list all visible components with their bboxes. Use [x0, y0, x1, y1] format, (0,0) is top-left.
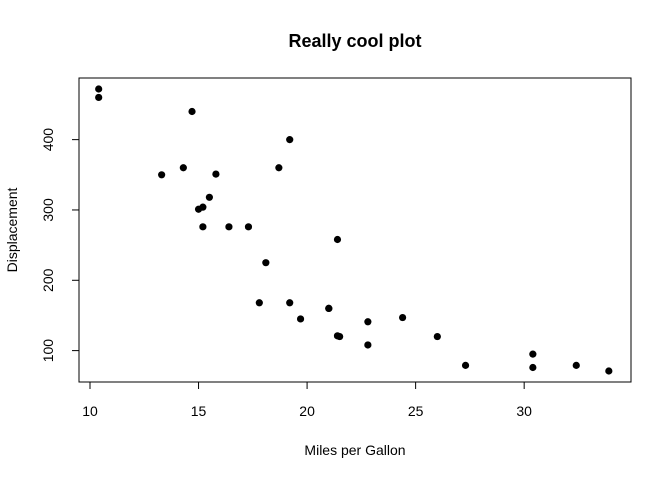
- data-point: [325, 304, 333, 313]
- data-point: [255, 299, 263, 307]
- data-point: [461, 361, 470, 369]
- data-point: [572, 361, 580, 369]
- data-point: [212, 170, 220, 178]
- data-point: [179, 164, 187, 172]
- data-point: [244, 223, 253, 231]
- data-point: [188, 107, 196, 116]
- plot-frame: [78, 77, 632, 383]
- data-point: [333, 235, 342, 244]
- chart-title: Really cool plot: [288, 31, 421, 51]
- y-tick-label: 100: [40, 339, 56, 363]
- data-point: [529, 363, 537, 372]
- x-tick-label: 25: [408, 403, 424, 419]
- data-point: [296, 315, 305, 323]
- x-axis: 10 15 20 25 30: [82, 381, 532, 419]
- data-point: [336, 332, 344, 341]
- data-point: [433, 332, 441, 341]
- data-point: [286, 299, 294, 307]
- x-tick-label: 20: [299, 403, 315, 419]
- x-tick-label: 30: [516, 403, 532, 419]
- data-point: [262, 259, 270, 267]
- x-tick-label: 15: [191, 403, 207, 419]
- data-point: [364, 341, 372, 349]
- y-tick-label: 400: [40, 128, 56, 152]
- data-point: [529, 350, 537, 358]
- x-tick-label: 10: [82, 403, 98, 419]
- y-tick-label: 300: [40, 198, 56, 222]
- x-axis-label: Miles per Gallon: [304, 442, 405, 458]
- data-point: [199, 203, 207, 211]
- data-point: [286, 136, 294, 144]
- data-point: [158, 171, 166, 179]
- data-points: [95, 85, 613, 375]
- data-point: [605, 367, 613, 375]
- data-point: [95, 85, 103, 93]
- data-point: [225, 223, 233, 231]
- data-point: [95, 93, 103, 102]
- data-point: [199, 223, 207, 231]
- y-axis: 100 200 300 400: [40, 128, 80, 363]
- data-point: [399, 313, 407, 322]
- y-tick-label: 200: [40, 268, 56, 292]
- y-axis-label: Displacement: [4, 187, 20, 272]
- data-point: [364, 318, 372, 326]
- data-point: [205, 193, 213, 201]
- data-point: [275, 164, 283, 172]
